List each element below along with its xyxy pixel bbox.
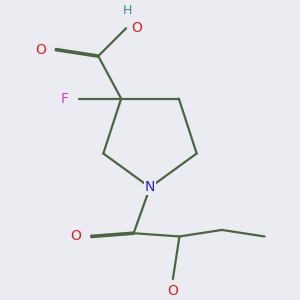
Text: O: O (35, 43, 46, 56)
Text: N: N (145, 180, 155, 194)
Text: H: H (123, 4, 132, 17)
Text: F: F (61, 92, 69, 106)
Text: O: O (167, 284, 178, 298)
Text: O: O (131, 21, 142, 35)
Text: O: O (70, 230, 81, 244)
